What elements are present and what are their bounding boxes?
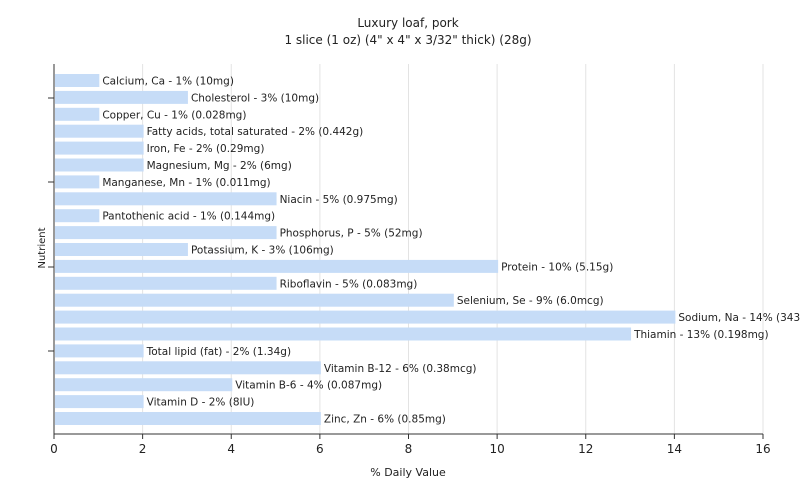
bar-label: Zinc, Zn - 6% (0.85mg) [324, 414, 446, 426]
bar-label: Thiamin - 13% (0.198mg) [633, 329, 769, 341]
bar-label: Iron, Fe - 2% (0.29mg) [147, 143, 265, 155]
grid [142, 64, 764, 434]
bar [55, 412, 321, 425]
x-tick-label: 10 [489, 442, 504, 456]
bar [55, 361, 321, 375]
bar [55, 141, 144, 155]
bar-label: Calcium, Ca - 1% (10mg) [102, 76, 234, 88]
x-tick-label: 8 [405, 442, 413, 456]
chart-title: Luxury loaf, pork [357, 16, 458, 30]
bar-label: Magnesium, Mg - 2% (6mg) [147, 160, 292, 172]
bar-label: Niacin - 5% (0.975mg) [280, 194, 398, 206]
bar [55, 74, 100, 87]
bar-labels: Calcium, Ca - 1% (10mg) Cholesterol - 3% … [102, 76, 800, 426]
bar-label: Riboflavin - 5% (0.083mg) [280, 278, 418, 290]
x-tick-label: 12 [578, 442, 593, 456]
bar [55, 209, 100, 223]
bar [55, 344, 144, 358]
bar-label: Protein - 10% (5.15g) [501, 261, 613, 273]
bar-label: Fatty acids, total saturated - 2% (0.442… [147, 126, 364, 138]
bar [55, 327, 632, 341]
x-tick-label: 6 [316, 442, 324, 456]
bar [55, 90, 188, 104]
bar [55, 378, 233, 392]
bar-label: Copper, Cu - 1% (0.028mg) [102, 109, 246, 121]
x-tick-labels: 0 2 4 6 8 10 12 14 16 [50, 442, 770, 456]
x-tick-label: 4 [227, 442, 235, 456]
bar [55, 243, 188, 256]
bar [55, 124, 144, 138]
bar-label: Pantothenic acid - 1% (0.144mg) [102, 211, 275, 223]
bar-label: Manganese, Mn - 1% (0.011mg) [102, 177, 270, 189]
axes [48, 64, 764, 439]
bar [55, 226, 277, 240]
bar-label: Selenium, Se - 9% (6.0mcg) [457, 295, 604, 307]
x-tick-label: 14 [667, 442, 682, 456]
bar [55, 276, 277, 290]
bar-label: Cholesterol - 3% (10mg) [191, 92, 319, 104]
chart-subtitle: 1 slice (1 oz) (4" x 4" x 3/32" thick) (… [284, 33, 531, 47]
bar [55, 107, 100, 121]
bar [55, 192, 277, 206]
bar [55, 158, 144, 172]
bar [55, 293, 454, 307]
bar [55, 259, 499, 273]
bar-label: Vitamin B-12 - 6% (0.38mcg) [324, 363, 477, 375]
bar-label: Vitamin D - 2% (8IU) [147, 397, 255, 409]
x-axis-label: % Daily Value [370, 466, 446, 479]
bar-label: Total lipid (fat) - 2% (1.34g) [146, 346, 291, 358]
bar-label: Potassium, K - 3% (106mg) [191, 245, 334, 257]
bar-label: Vitamin B-6 - 4% (0.087mg) [235, 380, 382, 392]
x-tick-label: 0 [50, 442, 58, 456]
bar [55, 310, 676, 324]
x-tick-label: 2 [139, 442, 147, 456]
y-axis-label: Nutrient [37, 227, 48, 268]
bar-label: Sodium, Na - 14% (343mg) [678, 312, 800, 324]
bar-label: Phosphorus, P - 5% (52mg) [280, 228, 423, 240]
x-tick-label: 16 [755, 442, 770, 456]
bar [55, 175, 100, 189]
bar [55, 395, 144, 409]
bars [55, 74, 676, 425]
